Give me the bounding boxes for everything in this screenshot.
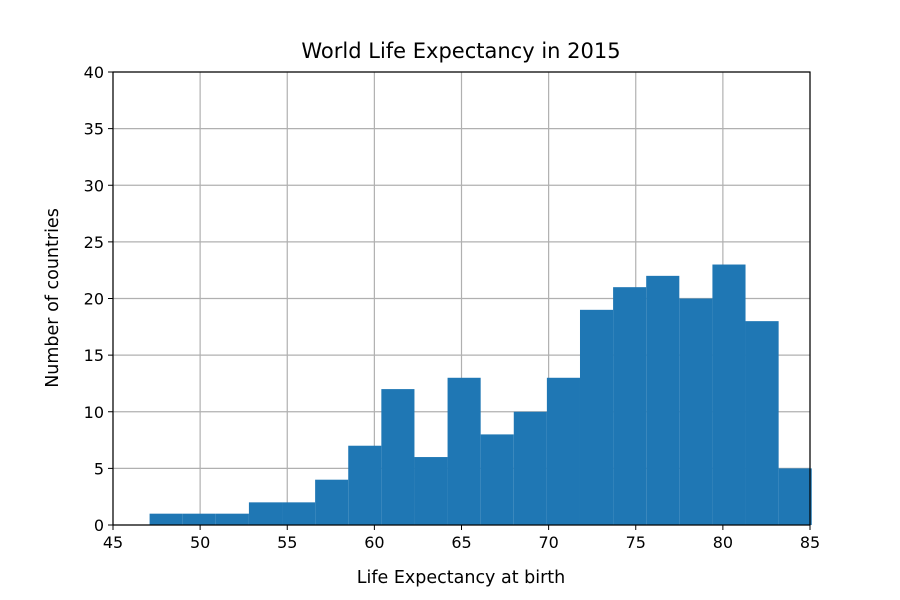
bar-4 [282,502,316,525]
x-axis-label: Life Expectancy at birth [357,568,566,588]
y-tick-label-0: 0 [94,516,104,535]
y-tick-label-1: 5 [94,459,104,478]
bar-0 [149,513,183,525]
y-tick-label-6: 30 [84,176,104,195]
bar-3 [248,502,283,525]
histogram-bars [149,264,812,525]
x-tick-label-6: 75 [626,533,646,552]
x-tick-label-1: 50 [190,533,210,552]
y-tick-label-7: 35 [84,120,104,139]
chart-title: World Life Expectancy in 2015 [301,39,620,63]
x-tick-label-2: 55 [277,533,297,552]
x-tick-label-7: 80 [713,533,733,552]
bar-14 [613,287,647,525]
bar-2 [215,513,249,525]
bar-7 [381,389,415,525]
bar-8 [414,457,448,525]
y-tick-label-3: 15 [84,346,104,365]
bar-9 [447,377,481,525]
y-tick-label-5: 25 [84,233,104,252]
bar-15 [646,275,680,525]
x-tick-label-3: 60 [364,533,384,552]
bar-13 [579,309,614,525]
bar-19 [778,468,812,525]
bar-18 [745,321,779,525]
x-tick-label-0: 45 [103,533,123,552]
bar-12 [546,377,580,525]
bar-6 [348,445,382,525]
x-tick-label-8: 85 [800,533,820,552]
bar-16 [679,298,713,525]
y-tick-label-4: 20 [84,290,104,309]
y-axis: 0 5 10 15 20 25 30 35 40 [84,63,113,535]
x-tick-label-4: 65 [451,533,471,552]
y-axis-label: Number of countries [43,208,63,388]
x-tick-label-5: 70 [538,533,558,552]
bar-17 [712,264,746,525]
x-axis: 45 50 55 60 65 70 75 80 85 [103,525,820,552]
bar-1 [182,513,216,525]
y-tick-label-2: 10 [84,403,104,422]
bar-5 [315,479,349,525]
y-tick-label-8: 40 [84,63,104,82]
bar-11 [513,411,547,525]
bar-10 [480,434,514,525]
